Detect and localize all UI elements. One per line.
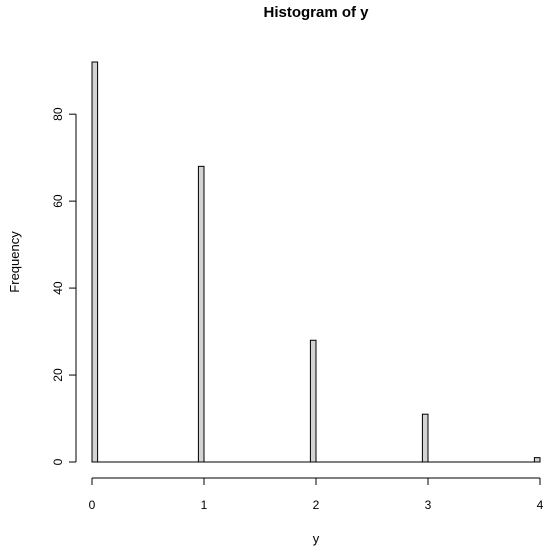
x-axis: 0 1 2 3 4 xyxy=(89,477,544,512)
y-tick-label-1: 20 xyxy=(51,368,65,382)
x-tick-label-0: 0 xyxy=(89,498,96,512)
histogram-bar-0 xyxy=(91,61,99,463)
histogram-bar-3 xyxy=(421,413,429,463)
histogram-bar-1 xyxy=(197,165,205,463)
bars-group xyxy=(91,61,541,463)
y-axis: 0 20 40 60 80 xyxy=(51,107,77,465)
chart-title: Histogram of y xyxy=(263,4,369,21)
histogram-bar-4 xyxy=(533,457,541,463)
x-tick-label-4: 4 xyxy=(537,498,544,512)
y-axis-label: Frequency xyxy=(7,231,22,293)
x-tick-label-1: 1 xyxy=(201,498,208,512)
y-tick-label-0: 0 xyxy=(51,458,65,465)
x-axis-label: y xyxy=(313,531,320,546)
y-tick-label-4: 80 xyxy=(51,107,65,121)
y-tick-label-2: 40 xyxy=(51,281,65,295)
x-tick-label-2: 2 xyxy=(313,498,320,512)
histogram-bar-2 xyxy=(309,339,317,463)
x-tick-label-3: 3 xyxy=(425,498,432,512)
y-tick-label-3: 60 xyxy=(51,194,65,208)
